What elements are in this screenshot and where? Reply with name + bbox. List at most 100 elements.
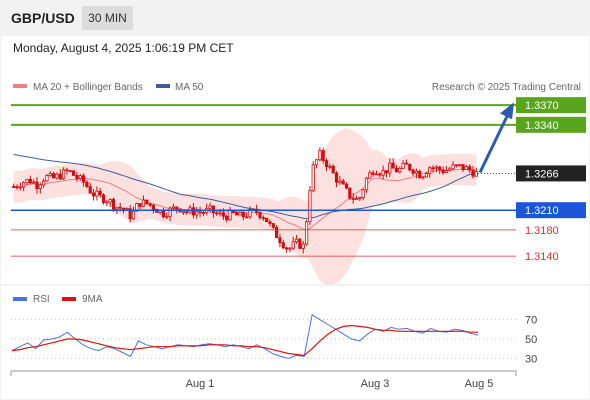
time-axis: Aug 1 Aug 3 Aug 5 [10,370,517,390]
candle-body [151,204,156,210]
ma50-line [13,153,477,220]
candle-body [111,199,116,210]
rsi-ma-legend-label: 9MA [82,294,103,305]
candle-body [128,208,132,220]
price-levels: 1.3370 1.3340 1.3210 1.3180 1.3140 1.3266 [11,97,586,263]
candle-body [304,221,309,245]
candle-body [238,211,242,216]
chart-datetime: Monday, August 4, 2025 1:06:19 PM CET [13,41,234,55]
candle-body [411,169,415,174]
candle-body [211,205,215,214]
forecast-arrow-shaft [478,115,509,174]
header-bar: GBP/USD 30 MIN [0,0,590,36]
candle-body [321,150,325,161]
candle-body [294,238,299,243]
candle-body [391,162,395,169]
candle-body [201,211,205,214]
candle-body [288,247,292,250]
candle-body [65,169,69,172]
candle-body [195,211,199,216]
candle-body [301,243,305,249]
candle-body [141,199,146,207]
candle-body [28,178,32,184]
candle-body [285,247,289,250]
candle-body [215,212,219,215]
candle-body [165,215,169,218]
candle-body [444,170,448,173]
candle-body [261,217,265,219]
candle-body [361,189,365,198]
candle-body [45,175,49,182]
candle-body [268,221,272,224]
candle-body [461,164,465,171]
bollinger-legend-swatch [13,84,27,88]
candle-body [408,163,412,171]
candle-body [398,167,402,173]
timeframe-button[interactable]: 30 MIN [82,6,133,30]
level-label-1: 1.3340 [525,120,559,132]
rsi-ma-line [11,324,478,357]
candle-body [448,168,452,171]
candle-body [218,212,222,215]
candle-body [108,199,112,203]
candle-body [298,238,302,249]
candle-body [131,210,136,220]
rsi-plot: 70 50 30 [11,313,537,365]
bollinger-band-fill [13,128,477,285]
credit-text: Research © 2025 Trading Central [432,82,581,93]
candle-body [32,181,36,184]
candle-body [148,203,152,206]
candle-body [424,173,429,178]
candle-body [314,159,319,166]
candle-body [91,192,96,197]
candle-body [418,170,422,179]
ma20-line [13,168,477,231]
level-label-4: 1.3140 [525,251,559,263]
ma50-legend-swatch [156,84,170,88]
candle-body [331,165,335,174]
candle-body [451,164,455,170]
level-tag-1 [516,116,586,133]
candle-body [55,173,59,179]
ma50-legend-label: MA 50 [175,82,204,93]
rsi-tick-70: 70 [525,315,537,327]
candle-body [48,173,52,177]
candle-body [394,167,399,173]
candle-body [371,172,375,175]
candle-body [374,173,379,176]
last-price-label: 1.3266 [525,168,559,180]
candle-body [15,186,19,189]
x-tick-label-0: Aug 1 [186,378,215,390]
candle-body [348,187,352,199]
candle-body [35,181,39,189]
rsi-line [11,313,479,359]
rsi-tick-50: 50 [525,334,537,346]
candle-body [401,162,405,169]
candle-body [245,216,249,219]
candle-body [431,167,435,170]
candle-body [185,211,189,214]
candles [12,147,478,254]
candle-body [115,206,119,210]
candle-body [78,175,82,179]
candle-body [414,170,419,174]
candle-body [171,206,176,209]
candle-body [258,211,262,218]
candle-body [42,180,46,186]
bollinger-legend-label: MA 20 + Bollinger Bands [33,82,143,93]
candle-body [334,172,339,183]
candle-body [81,175,86,183]
candle-body [438,166,442,171]
rsi-ma-legend-swatch [62,297,76,301]
candle-body [384,170,389,174]
candle-body [198,211,202,214]
candle-body [338,180,342,183]
candle-body [464,166,468,171]
candle-body [454,164,458,167]
candle-body [421,176,425,179]
candle-body [404,162,409,165]
candle-body [101,194,106,204]
candle-body [471,169,475,177]
candle-body [341,180,345,185]
